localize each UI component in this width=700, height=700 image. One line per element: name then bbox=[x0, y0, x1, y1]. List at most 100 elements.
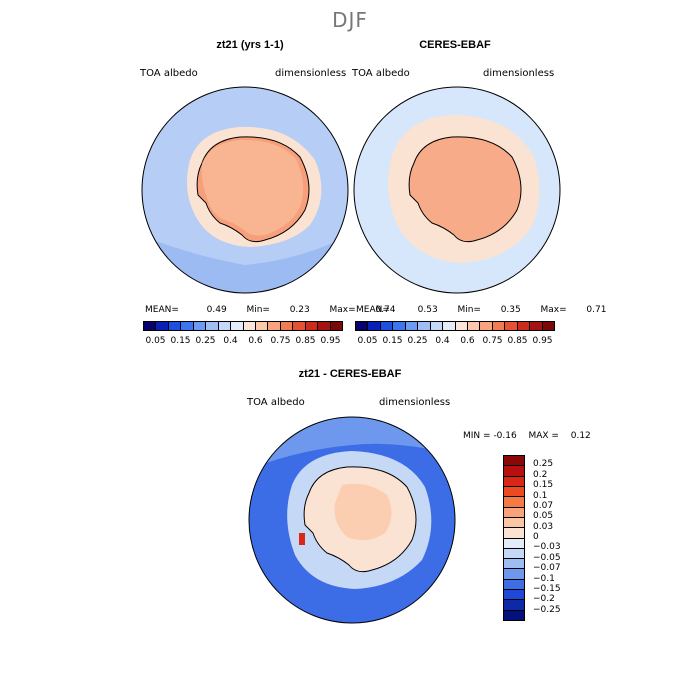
colorbar-swatch bbox=[504, 456, 524, 467]
colorbar-swatch bbox=[504, 528, 524, 539]
positive-coast-patch bbox=[299, 533, 305, 545]
positive-patch bbox=[334, 483, 392, 541]
colorbar-swatch bbox=[505, 322, 518, 330]
colorbar-tick-label: 0.2 bbox=[533, 469, 548, 480]
diff-units-label: dimensionless bbox=[379, 397, 451, 408]
colorbar-swatch bbox=[418, 322, 431, 330]
colorbar-tick-label: −0.2 bbox=[533, 594, 555, 605]
colorbar-tick-label: 0.95 bbox=[320, 336, 341, 346]
colorbar-swatch bbox=[443, 322, 456, 330]
map-obs bbox=[353, 86, 561, 294]
panel-model-stats: MEAN= 0.49 Min= 0.23 Max= 0.74 bbox=[145, 305, 395, 315]
diff-variable-label: TOA albedo bbox=[247, 397, 305, 408]
diff-stats: MIN = -0.16 MAX = 0.12 bbox=[463, 431, 591, 441]
colorbar-swatch bbox=[504, 507, 524, 518]
colorbar-swatch bbox=[181, 322, 194, 330]
colorbar-swatch bbox=[293, 322, 306, 330]
panel-obs-units-label: dimensionless bbox=[483, 68, 555, 79]
min-value: 0.35 bbox=[500, 305, 521, 315]
max-value: 0.74 bbox=[375, 305, 396, 315]
colorbar-swatch bbox=[504, 610, 524, 620]
colorbar-swatch bbox=[305, 322, 319, 330]
panel-obs-stats: MEAN= 0.53 Min= 0.35 Max= 0.71 bbox=[356, 305, 606, 315]
colorbar-obs-ticks: 0.05 0.15 0.25 0.4 0.6 0.75 0.85 0.95 bbox=[355, 336, 555, 348]
colorbar-swatch bbox=[504, 517, 524, 529]
colorbar-swatch bbox=[368, 322, 381, 330]
colorbar-swatch bbox=[504, 569, 524, 580]
colorbar-swatch bbox=[504, 497, 524, 508]
colorbar-tick-label: 0.85 bbox=[507, 336, 528, 346]
colorbar-diff bbox=[503, 455, 525, 621]
colorbar-tick-label: −0.07 bbox=[533, 563, 561, 574]
colorbar-tick-label: 0.4 bbox=[435, 336, 450, 346]
max-value: 0.71 bbox=[586, 305, 607, 315]
min-label: Min= bbox=[246, 305, 270, 315]
colorbar-obs bbox=[355, 321, 555, 331]
colorbar-swatch bbox=[231, 322, 244, 330]
colorbar-tick-label: 0.05 bbox=[533, 511, 554, 522]
diff-max-label: MAX = bbox=[528, 431, 559, 441]
colorbar-tick-label: 0.75 bbox=[270, 336, 291, 346]
colorbar-tick-label: −0.1 bbox=[533, 573, 555, 584]
panel-obs-title: CERES-EBAF bbox=[419, 39, 491, 51]
panel-obs-variable-label: TOA albedo bbox=[352, 68, 410, 79]
colorbar-swatch bbox=[393, 322, 406, 330]
max-label: Max= bbox=[329, 305, 356, 315]
colorbar-tick-label: 0 bbox=[533, 532, 539, 542]
colorbar-tick-label: 0.25 bbox=[533, 459, 554, 470]
colorbar-swatch bbox=[504, 590, 524, 601]
mean-label: MEAN= bbox=[356, 305, 390, 315]
colorbar-swatch bbox=[356, 322, 369, 330]
colorbar-swatch bbox=[206, 322, 219, 330]
colorbar-swatch bbox=[480, 322, 493, 330]
colorbar-tick-label: 0.05 bbox=[357, 336, 378, 346]
colorbar-swatch bbox=[492, 322, 506, 330]
colorbar-swatch bbox=[542, 322, 554, 330]
colorbar-swatch bbox=[168, 322, 182, 330]
colorbar-tick-label: 0.25 bbox=[407, 336, 428, 346]
map-outline bbox=[141, 86, 349, 294]
season-title: DJF bbox=[332, 8, 368, 32]
colorbar-swatch bbox=[218, 322, 232, 330]
colorbar-swatch bbox=[380, 322, 394, 330]
colorbar-swatch bbox=[530, 322, 543, 330]
colorbar-tick-label: 0.4 bbox=[223, 336, 238, 346]
diff-title: zt21 - CERES-EBAF bbox=[298, 368, 402, 380]
colorbar-swatch bbox=[255, 322, 269, 330]
colorbar-tick-label: −0.15 bbox=[533, 583, 561, 594]
diff-min-label: MIN = bbox=[463, 431, 491, 441]
antarctica bbox=[408, 136, 522, 243]
panel-model-variable-label: TOA albedo bbox=[140, 68, 198, 79]
colorbar-swatch bbox=[268, 322, 281, 330]
colorbar-swatch bbox=[504, 579, 524, 591]
colorbar-tick-label: 0.75 bbox=[482, 336, 503, 346]
colorbar-tick-label: 0.95 bbox=[532, 336, 553, 346]
max-label: Max= bbox=[540, 305, 567, 315]
antarctica-edge bbox=[201, 139, 304, 236]
min-label: Min= bbox=[457, 305, 481, 315]
colorbar-swatch bbox=[504, 486, 524, 498]
colorbar-model-ticks: 0.05 0.15 0.25 0.4 0.6 0.75 0.85 0.95 bbox=[143, 336, 343, 348]
colorbar-swatch bbox=[504, 548, 524, 560]
colorbar-tick-label: 0.03 bbox=[533, 521, 554, 532]
colorbar-tick-label: 0.15 bbox=[533, 480, 554, 491]
map-outline bbox=[248, 416, 456, 624]
colorbar-swatch bbox=[517, 322, 531, 330]
colorbar-tick-label: 0.25 bbox=[195, 336, 216, 346]
colorbar-tick-label: 0.6 bbox=[460, 336, 475, 346]
diff-max-value: 0.12 bbox=[570, 431, 591, 441]
colorbar-tick-label: 0.07 bbox=[533, 500, 554, 511]
colorbar-diff-ticks: 0.25 0.2 0.15 0.1 0.07 0.05 0.03 0 −0.03 −0.05 −0.… bbox=[533, 455, 583, 621]
colorbar-model bbox=[143, 321, 343, 331]
mean-value: 0.49 bbox=[206, 305, 227, 315]
colorbar-swatch bbox=[504, 538, 524, 549]
colorbar-swatch bbox=[144, 322, 157, 330]
colorbar-tick-label: 0.6 bbox=[248, 336, 263, 346]
colorbar-swatch bbox=[467, 322, 481, 330]
colorbar-tick-label: 0.85 bbox=[295, 336, 316, 346]
colorbar-swatch bbox=[504, 466, 524, 477]
panel-model-units-label: dimensionless bbox=[275, 68, 347, 79]
min-value: 0.23 bbox=[289, 305, 310, 315]
colorbar-swatch bbox=[504, 559, 524, 570]
colorbar-swatch bbox=[243, 322, 256, 330]
